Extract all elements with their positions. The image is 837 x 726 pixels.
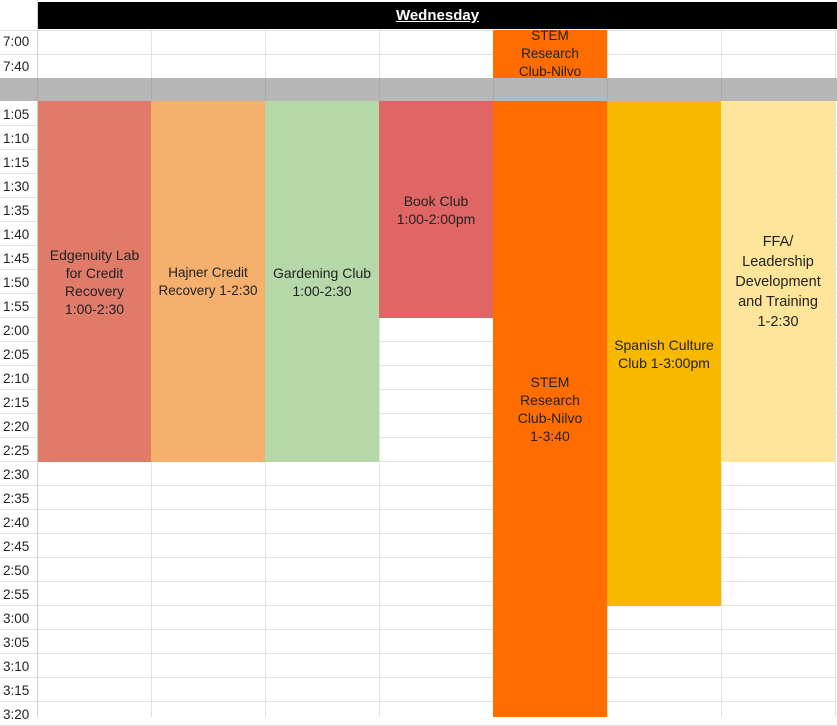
- event-stem-research-morning[interactable]: STEM Research Club-Nilvo: [493, 30, 607, 78]
- time-label: 2:05: [3, 347, 30, 362]
- grid-hline: [0, 557, 837, 558]
- event-edgenuity-lab[interactable]: Edgenuity Lab for Credit Recovery 1:00-2…: [38, 101, 151, 462]
- time-label: 2:15: [3, 395, 30, 410]
- grid-hline: [0, 30, 837, 31]
- time-label: 2:55: [3, 587, 30, 602]
- time-label: 2:10: [3, 371, 30, 386]
- event-stem-research-afternoon[interactable]: STEM Research Club-Nilvo 1-3:40: [493, 101, 607, 717]
- event-label: FFA/ Leadership Development and Training…: [735, 233, 821, 330]
- grid-hline: [0, 389, 837, 390]
- time-label: 2:30: [3, 467, 30, 482]
- grid-hline: [0, 485, 837, 486]
- time-label: 1:40: [3, 227, 30, 242]
- time-label: 1:50: [3, 275, 30, 290]
- event-ffa-leadership[interactable]: FFA/ Leadership Development and Training…: [721, 101, 835, 462]
- grid-hline: [0, 629, 837, 630]
- time-label: 1:45: [3, 251, 30, 266]
- grid-hline: [0, 437, 837, 438]
- time-label: 7:00: [3, 34, 30, 49]
- event-label: Hajner Credit Recovery 1-2:30: [158, 264, 258, 298]
- grid-hline: [0, 581, 837, 582]
- time-label: 3:10: [3, 659, 30, 674]
- time-label: 2:45: [3, 539, 30, 554]
- event-label: STEM Research Club-Nilvo 1-3:40: [517, 374, 583, 444]
- grid-vline: [835, 30, 836, 717]
- time-label: 1:05: [3, 107, 30, 122]
- time-label: 1:55: [3, 299, 30, 314]
- event-label: Edgenuity Lab for Credit Recovery 1:00-2…: [49, 246, 140, 317]
- time-label: 2:40: [3, 515, 30, 530]
- grid-hline: [0, 533, 837, 534]
- grid-hline: [0, 413, 837, 414]
- grid-hline: [0, 701, 837, 702]
- time-label: 2:50: [3, 563, 30, 578]
- time-label: 2:25: [3, 443, 30, 458]
- event-label: Gardening Club 1:00-2:30: [272, 264, 372, 299]
- grid-hline: [0, 54, 837, 55]
- separator-row: [0, 78, 837, 101]
- grid-hline: [0, 509, 837, 510]
- event-book-club[interactable]: Book Club 1:00-2:00pm: [379, 101, 493, 318]
- time-label: 3:00: [3, 611, 30, 626]
- time-label: 7:40: [3, 59, 30, 74]
- day-header[interactable]: Wednesday: [38, 2, 837, 29]
- time-label: 3:05: [3, 635, 30, 650]
- time-label: 1:35: [3, 203, 30, 218]
- time-label: 3:20: [3, 707, 30, 722]
- time-label: 1:15: [3, 155, 30, 170]
- event-spanish-culture-club[interactable]: Spanish Culture Club 1-3:00pm: [607, 101, 721, 606]
- time-label: 2:00: [3, 323, 30, 338]
- corner-cell[interactable]: [0, 0, 37, 30]
- grid-hline: [0, 653, 837, 654]
- grid-hline: [0, 341, 837, 342]
- grid-hline: [0, 365, 837, 366]
- event-label: Spanish Culture Club 1-3:00pm: [614, 336, 714, 371]
- grid-hline: [0, 461, 837, 462]
- event-hajner-credit-recovery[interactable]: Hajner Credit Recovery 1-2:30: [151, 101, 265, 462]
- event-label: STEM Research Club-Nilvo: [518, 30, 582, 78]
- time-label: 3:15: [3, 683, 30, 698]
- event-gardening-club[interactable]: Gardening Club 1:00-2:30: [265, 101, 379, 462]
- time-column-border: [37, 0, 38, 717]
- time-label: 2:35: [3, 491, 30, 506]
- grid-hline: [0, 605, 837, 606]
- time-label: 2:20: [3, 419, 30, 434]
- grid-vline: [379, 30, 380, 717]
- time-label: 1:30: [3, 179, 30, 194]
- event-label: Book Club 1:00-2:00pm: [396, 192, 476, 227]
- grid-hline: [0, 677, 837, 678]
- time-label: 1:10: [3, 131, 30, 146]
